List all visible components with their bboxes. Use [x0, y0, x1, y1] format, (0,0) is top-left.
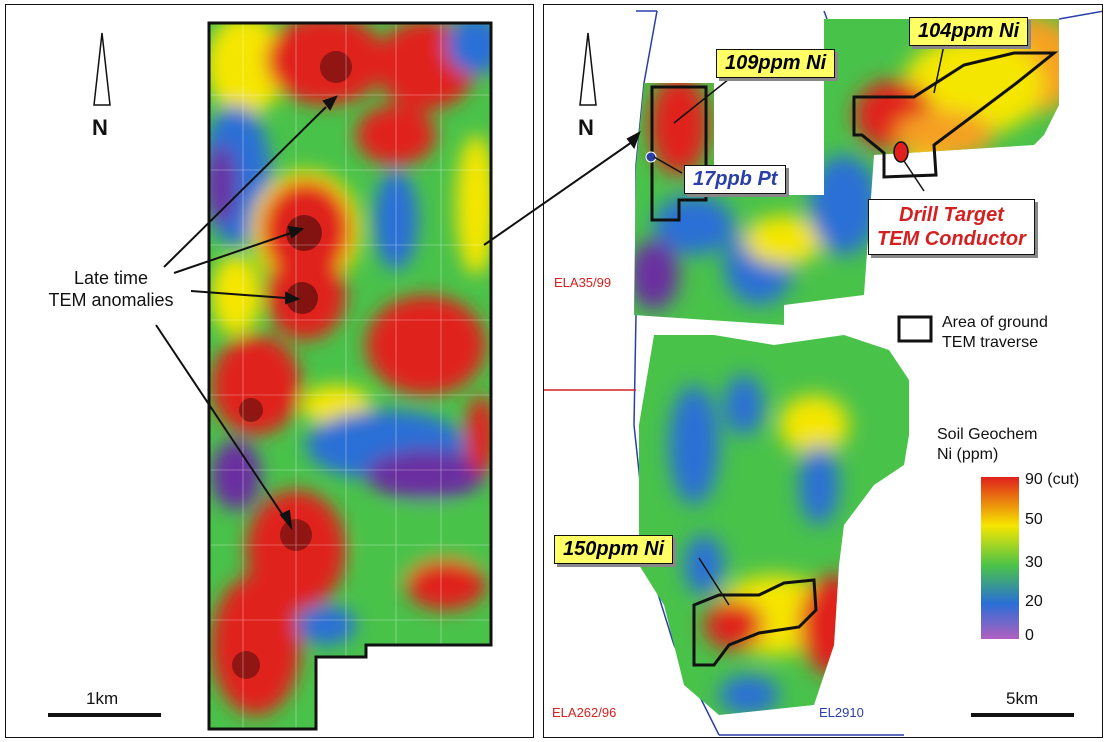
legend-tick-50: 50 [1025, 511, 1043, 528]
licence-label-el2910: EL2910 [819, 705, 864, 720]
scale-label-right: 5km [1006, 689, 1039, 708]
traverse-legend-label: Area of ground TEM traverse [942, 313, 1048, 353]
survey-grid [209, 23, 491, 729]
legend-colour-bar [981, 477, 1019, 639]
drill-target-line-1: Drill Target [899, 204, 1004, 226]
tem-traverse-areas [650, 51, 1059, 667]
soil-geochem-map-panel: N 109ppm Ni 104ppm Ni 17ppb Pt 150ppm Ni… [543, 4, 1103, 738]
annotation-label: Late time TEM anomalies [26, 267, 196, 311]
legend-title-line-2: Ni (ppm) [937, 446, 999, 463]
traverse-legend-swatch [897, 315, 933, 343]
pt-sample-marker [645, 151, 657, 163]
anomaly-core-2 [286, 282, 318, 314]
legend-tick-90: 90 (cut) [1025, 471, 1080, 488]
legend-title-line-1: Soil Geochem [937, 426, 1038, 443]
callout-104ppm-ni: 104ppm Ni [909, 17, 1029, 46]
drill-target-marker [893, 141, 909, 163]
anomaly-core-4 [320, 51, 352, 83]
scale-label-left: 1km [86, 689, 119, 708]
tem-anomaly-map [48, 21, 493, 731]
anomaly-core-1 [286, 215, 322, 251]
geochem-surface-south [639, 335, 909, 715]
north-arrow-icon [93, 32, 111, 106]
north-label: N [578, 115, 594, 140]
callout-150ppm-ni: 150ppm Ni [554, 535, 674, 564]
traverse-legend-line-2: TEM traverse [942, 334, 1039, 351]
licence-label-ela262: ELA262/96 [552, 705, 617, 720]
callout-drill-target: Drill Target TEM Conductor [868, 199, 1035, 255]
soil-geochem-map [544, 10, 1102, 736]
tem-map-panel: N Late time TEM anomalies 1km [5, 4, 534, 738]
callout-leaders [653, 44, 945, 606]
annotation-line-2: TEM anomalies [48, 290, 174, 310]
legend-title: Soil Geochem Ni (ppm) [937, 425, 1038, 465]
ni-colour-legend [981, 477, 1019, 639]
legend-tick-30: 30 [1025, 554, 1043, 571]
callout-109ppm-ni: 109ppm Ni [716, 49, 836, 78]
tem-colour-surface [209, 23, 491, 729]
traverse-area-109 [650, 85, 708, 222]
legend-tick-0: 0 [1025, 627, 1034, 644]
licence-label-ela35: ELA35/99 [554, 275, 612, 290]
callout-17ppb-pt: 17ppb Pt [684, 165, 787, 194]
drill-target-line-2: TEM Conductor [877, 228, 1026, 250]
annotation-line-1: Late time [73, 268, 149, 288]
legend-tick-20: 20 [1025, 593, 1043, 610]
north-label: N [92, 115, 108, 140]
annotation-arrows [155, 95, 338, 531]
north-arrow-icon [579, 32, 597, 106]
traverse-legend-line-1: Area of ground [942, 314, 1048, 331]
